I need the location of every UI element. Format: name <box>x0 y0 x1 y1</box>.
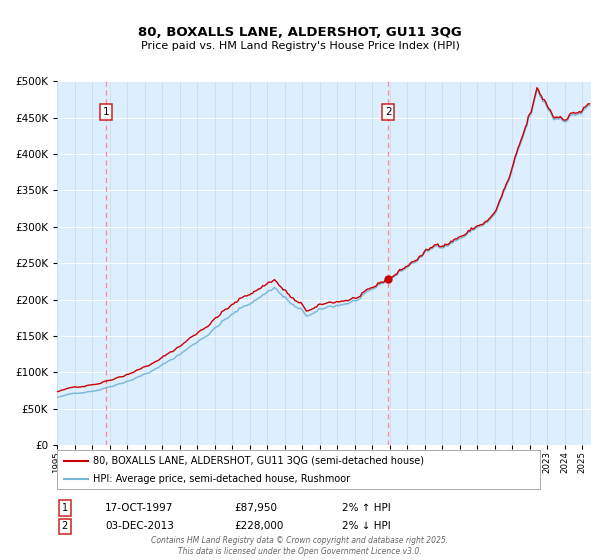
Text: 2% ↑ HPI: 2% ↑ HPI <box>342 503 391 513</box>
Text: £228,000: £228,000 <box>234 521 283 531</box>
Text: Price paid vs. HM Land Registry's House Price Index (HPI): Price paid vs. HM Land Registry's House … <box>140 41 460 51</box>
Text: £87,950: £87,950 <box>234 503 277 513</box>
Text: 2: 2 <box>385 107 392 117</box>
Text: 2% ↓ HPI: 2% ↓ HPI <box>342 521 391 531</box>
Text: 17-OCT-1997: 17-OCT-1997 <box>105 503 173 513</box>
Text: 1: 1 <box>103 107 109 117</box>
Text: 2: 2 <box>62 521 68 531</box>
Text: 03-DEC-2013: 03-DEC-2013 <box>105 521 174 531</box>
Text: HPI: Average price, semi-detached house, Rushmoor: HPI: Average price, semi-detached house,… <box>93 474 350 484</box>
Text: 80, BOXALLS LANE, ALDERSHOT, GU11 3QG (semi-detached house): 80, BOXALLS LANE, ALDERSHOT, GU11 3QG (s… <box>93 456 424 466</box>
Text: 80, BOXALLS LANE, ALDERSHOT, GU11 3QG: 80, BOXALLS LANE, ALDERSHOT, GU11 3QG <box>138 26 462 39</box>
Text: Contains HM Land Registry data © Crown copyright and database right 2025.
This d: Contains HM Land Registry data © Crown c… <box>151 536 449 556</box>
Text: 1: 1 <box>62 503 68 513</box>
